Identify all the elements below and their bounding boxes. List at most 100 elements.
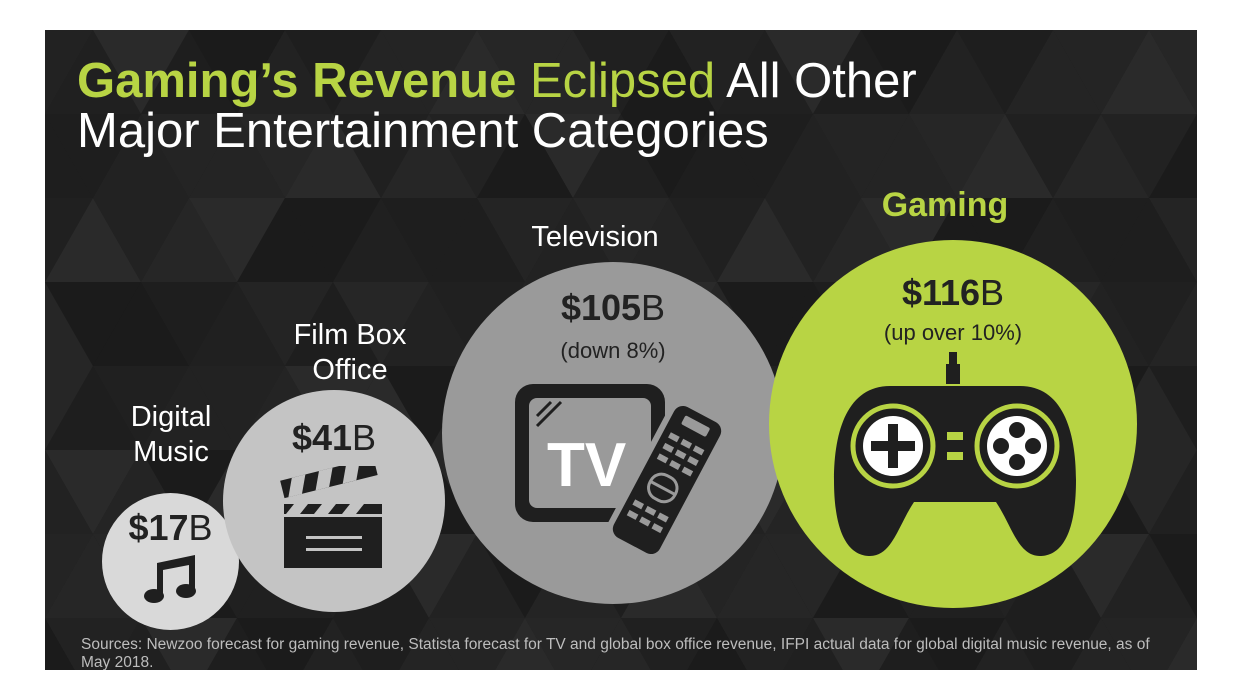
background-triangle [687,618,747,670]
background-triangle [477,198,573,282]
background-triangle [237,198,333,282]
background-triangle [381,282,477,366]
background-triangle [399,618,459,670]
background-triangle [141,30,237,114]
background-triangle [717,198,813,282]
background-triangle [813,618,909,670]
background-triangle [525,198,621,282]
background-triangle [957,30,1053,114]
background-triangle [429,114,525,198]
background-triangle [1053,114,1149,198]
background-triangle [783,618,843,670]
background-triangle [237,114,333,198]
bubble-film-box-office [223,390,445,612]
category-label-line: Television [531,221,659,253]
background-triangle [1053,198,1149,282]
background-triangle [1053,30,1149,114]
background-triangle [477,30,573,114]
background-triangle [189,282,285,366]
background-triangle [1005,30,1101,114]
background-triangle [333,198,429,282]
background-triangle [429,618,525,670]
category-label-line: Gaming [881,186,1009,224]
background-triangle [141,114,237,198]
background-triangle [717,114,813,198]
background-triangle [861,114,957,198]
background-triangle [141,450,237,534]
title-part: All Other [726,54,917,108]
background-triangle [813,114,909,198]
value-digital-music: $17B [102,507,239,549]
background-triangle [1167,618,1197,670]
value-number: $116 [901,272,981,313]
category-label-digital-music: Digital Music [101,400,241,470]
category-label-television: Television [510,220,680,255]
title-highlight: Eclipsed [529,54,716,108]
background-triangle [141,198,237,282]
background-triangle [189,114,285,198]
background-triangle [93,198,189,282]
category-label-line: Office [312,354,388,386]
value-unit: B [641,287,666,328]
background-triangle [141,282,237,366]
background-triangle [765,30,861,114]
background-triangle [45,282,141,366]
background-triangle [957,114,1053,198]
background-triangle [207,618,267,670]
background-triangle [1149,366,1197,450]
clapperboard-icon [280,466,382,568]
background-triangle [621,618,717,670]
background-triangle [237,282,333,366]
category-label-line: Digital [130,401,212,433]
value-number: $41 [291,417,353,458]
background-triangle [1101,114,1197,198]
background-triangle [495,618,555,670]
background-triangle [669,30,765,114]
background-triangle [909,618,1005,670]
background-triangle [189,198,285,282]
background-triangle [591,618,651,670]
background-triangle [285,282,381,366]
value-unit: B [980,272,1005,313]
background-triangle [285,114,381,198]
background-triangle [573,30,669,114]
background-triangle [237,618,333,670]
tv-text: TV [547,431,626,500]
background-triangle [1005,114,1101,198]
category-label-film-box-office: Film Box Office [260,318,440,388]
background-triangle [1101,30,1197,114]
background-triangle [1101,618,1197,670]
background-triangle [381,198,477,282]
tv-remote-icon: TV [515,384,728,560]
background-triangle [189,366,285,450]
background-triangle [909,30,1005,114]
background-triangle [333,30,429,114]
background-triangle [861,198,957,282]
value-unit: B [352,417,377,458]
value-film-box-office: $41B [223,417,445,459]
value-unit: B [188,507,213,548]
category-label-line: Music [133,436,209,468]
background-triangle [45,366,141,450]
background-triangle [381,114,477,198]
sources-note: Sources: Newzoo forecast for gaming reve… [81,636,1150,670]
background-triangle [93,282,189,366]
background-triangle [111,618,171,670]
background-triangle [621,30,717,114]
background-triangle [573,198,669,282]
background-triangle [717,282,813,366]
background-triangle [621,114,717,198]
background-triangle [285,198,381,282]
background-triangle [93,114,189,198]
background-triangle [975,618,1035,670]
background-triangle [1149,198,1197,282]
category-label-line: Film Box [293,319,407,351]
background-triangle [429,534,525,618]
background-triangle [1101,282,1197,366]
title-highlight-bold: Gaming’s Revenue [77,54,517,108]
background-triangle [429,198,525,282]
background-triangle [93,366,189,450]
background-triangle [1149,534,1197,618]
background-triangle [1149,450,1197,534]
infographic: Gaming’s Revenue Eclipsed All Other Majo… [45,30,1197,670]
